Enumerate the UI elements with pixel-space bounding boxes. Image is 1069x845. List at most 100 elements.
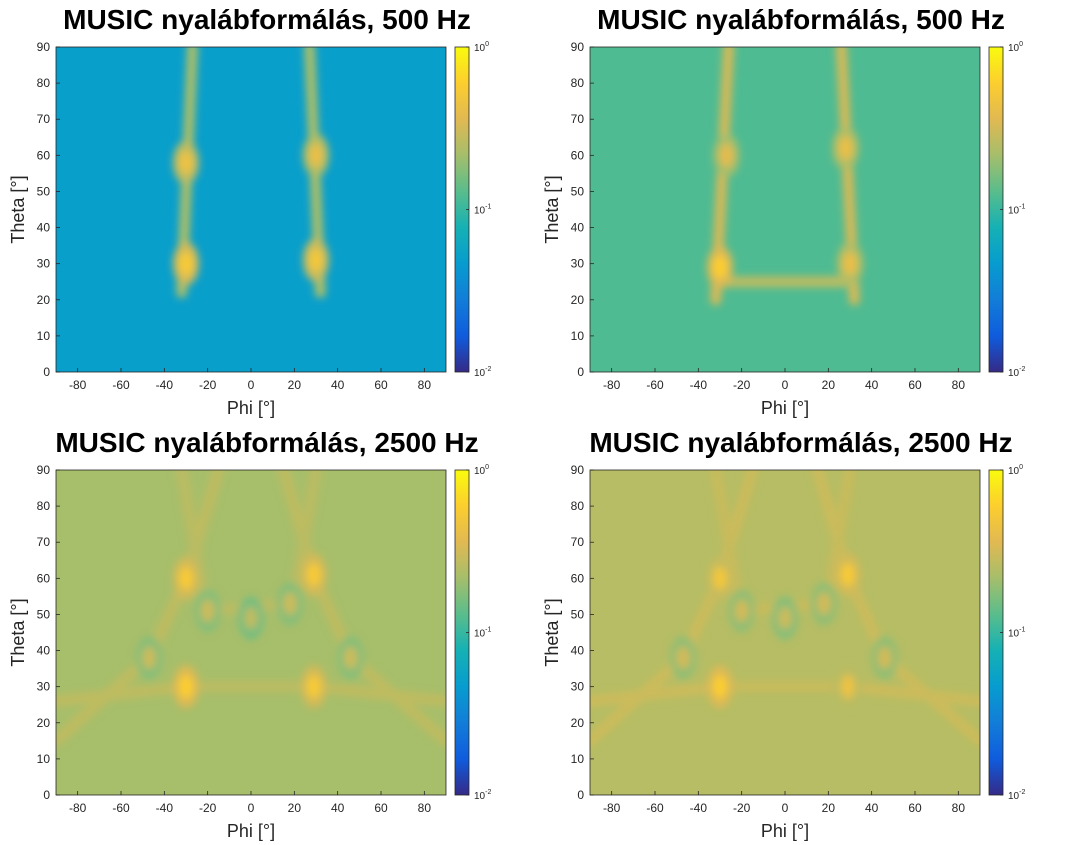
y-tick-label: 90: [37, 463, 51, 477]
heatmap-peak: [734, 599, 749, 623]
y-tick-label: 0: [577, 365, 584, 379]
heatmap-background: [56, 47, 446, 372]
chart-svg: -80 -60 -40 -20 0 20 40 60 80 0 10 20 30 40 50 60 70 80 90…: [542, 40, 1025, 418]
x-tick-label: 40: [865, 378, 879, 392]
heatmap-peak: [838, 136, 853, 160]
colorbar-tick-label: 10-2: [474, 789, 491, 802]
heatmap-peak: [283, 592, 297, 616]
x-axis-label: Phi [°]: [227, 821, 275, 841]
colorbar-tick-label: 100: [474, 464, 489, 477]
y-axis-label: Theta [°]: [8, 598, 28, 666]
heatmap-peak: [244, 606, 258, 630]
y-tick-label: 70: [37, 535, 51, 549]
y-tick-label: 90: [571, 40, 585, 54]
y-tick-label: 50: [37, 607, 51, 621]
y-tick-label: 40: [37, 644, 51, 658]
heatmap-peak: [713, 566, 727, 590]
heatmap-ridge: [176, 470, 209, 602]
y-tick-label: 20: [37, 293, 51, 307]
x-tick-label: 40: [865, 801, 879, 815]
heatmap-ridge: [842, 681, 980, 707]
heatmap-background: [590, 47, 980, 372]
heatmap-peak: [713, 675, 727, 699]
x-tick-label: -80: [69, 378, 87, 392]
x-tick-label: 80: [418, 801, 432, 815]
x-tick-label: 60: [908, 378, 922, 392]
heatmap-peak: [713, 255, 727, 279]
y-tick-label: 40: [571, 644, 585, 658]
y-tick-label: 90: [571, 463, 585, 477]
heatmap-ridge: [590, 681, 726, 707]
y-tick-label: 40: [571, 221, 585, 235]
y-tick-label: 20: [571, 716, 585, 730]
y-tick-label: 50: [571, 607, 585, 621]
y-tick-label: 60: [37, 571, 51, 585]
heatmap-peak: [840, 563, 855, 587]
x-tick-label: -20: [199, 378, 217, 392]
x-tick-label: -20: [199, 801, 217, 815]
chart-title: MUSIC nyalábformálás, 500 Hz: [597, 4, 1005, 35]
x-tick-label: -40: [690, 801, 708, 815]
colorbar-tick-label: 10-1: [1008, 627, 1025, 640]
chart-title: MUSIC nyalábformálás, 2500 Hz: [55, 427, 479, 458]
x-tick-label: -20: [733, 378, 751, 392]
y-tick-label: 0: [43, 365, 50, 379]
x-axis-label: Phi [°]: [227, 398, 275, 418]
heatmap-peak: [877, 646, 892, 670]
x-tick-label: 0: [248, 801, 255, 815]
y-axis-label: Theta [°]: [542, 175, 562, 243]
chart-panel-1: MUSIC nyalábformálás, 500 Hz -80 -60 -40 -2…: [0, 0, 534, 422]
x-tick-label: -20: [733, 801, 751, 815]
x-tick-label: -80: [603, 801, 621, 815]
heatmap-ridge: [710, 470, 743, 602]
x-tick-label: -60: [646, 378, 664, 392]
y-tick-label: 90: [37, 40, 51, 54]
y-tick-label: 10: [37, 752, 51, 766]
x-tick-label: -40: [690, 378, 708, 392]
y-tick-label: 70: [571, 112, 585, 126]
x-tick-label: -60: [112, 801, 130, 815]
x-tick-label: 20: [288, 378, 302, 392]
y-tick-label: 70: [571, 535, 585, 549]
chart-svg: -80 -60 -40 -20 0 20 40 60 80 0 10 20 30 40 50 60 70 80 90…: [8, 463, 491, 841]
colorbar-tick-label: 10-2: [1008, 366, 1025, 379]
x-tick-label: 80: [952, 378, 966, 392]
chart-panel-2: MUSIC nyalábformálás, 500 Hz -80 -60 -40 -2…: [534, 0, 1068, 422]
y-tick-label: 10: [571, 752, 585, 766]
x-tick-label: 60: [374, 378, 388, 392]
heatmap-peak: [142, 646, 157, 670]
colorbar-tick-label: 10-2: [1008, 789, 1025, 802]
chart-svg: -80 -60 -40 -20 0 20 40 60 80 0 10 20 30 40 50 60 70 80 90…: [542, 463, 1025, 841]
y-tick-label: 10: [37, 329, 51, 343]
heatmap-peak: [309, 248, 323, 272]
x-tick-label: -40: [156, 378, 174, 392]
heatmap-ridge: [345, 652, 446, 747]
chart-svg: -80 -60 -40 -20 0 20 40 60 80 0 10 20 30 40 50 60 70 80 90…: [8, 40, 491, 418]
heatmap-peak: [179, 151, 193, 175]
heatmap-peak: [309, 143, 323, 167]
y-tick-label: 30: [37, 257, 51, 271]
heatmap-peak: [719, 143, 734, 167]
heatmap-peak: [200, 599, 215, 623]
x-tick-label: 0: [782, 378, 789, 392]
x-tick-label: 40: [331, 801, 345, 815]
y-tick-label: 20: [571, 293, 585, 307]
colorbar-tick-label: 10-1: [474, 627, 491, 640]
heatmap-ridge: [288, 470, 322, 602]
heatmap-peak: [817, 592, 831, 616]
y-tick-label: 50: [37, 184, 51, 198]
heatmap-ridge: [822, 470, 856, 602]
heatmap-peak: [306, 675, 321, 699]
x-tick-label: -60: [646, 801, 664, 815]
y-tick-label: 10: [571, 329, 585, 343]
y-tick-label: 80: [571, 499, 585, 513]
x-tick-label: 80: [952, 801, 966, 815]
x-tick-label: -80: [69, 801, 87, 815]
heatmap-peak: [676, 646, 691, 670]
y-tick-label: 60: [571, 571, 585, 585]
heatmap-peak: [306, 563, 321, 587]
x-tick-label: -60: [112, 378, 130, 392]
x-tick-label: 60: [908, 801, 922, 815]
x-tick-label: 80: [418, 378, 432, 392]
chart-title: MUSIC nyalábformálás, 500 Hz: [63, 4, 471, 35]
